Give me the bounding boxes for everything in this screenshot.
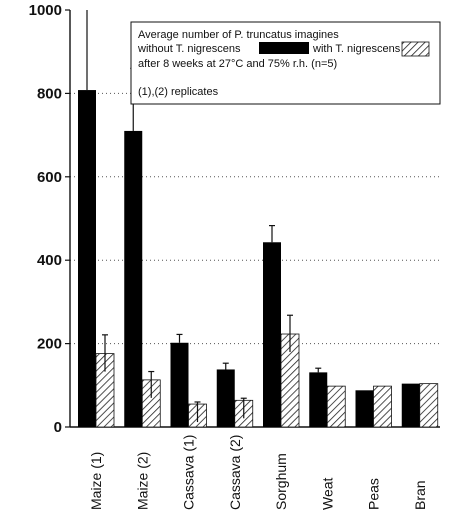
category-label-2: Cassava (1) [181,435,197,510]
y-tick-label-0: 0 [54,419,62,436]
legend: Average number of P. truncatus imagines … [130,21,441,105]
bar-without-2 [170,342,189,427]
legend-without-label: without T. nigrescens [137,43,241,55]
category-label-6: Peas [366,478,382,510]
y-tick-label-200: 200 [37,336,62,353]
bar-with-7 [419,383,439,428]
bar-without-7 [401,383,420,427]
y-tick-label-1000: 1000 [29,2,62,19]
legend-box [130,21,441,105]
legend-swatch-without [259,42,309,54]
legend-line-1: Average number of P. truncatus imagines [138,29,339,41]
y-tick-label-800: 800 [37,85,62,102]
category-label-4: Sorghum [273,453,289,510]
bar-without-6 [355,390,374,427]
bar-without-0 [78,90,96,428]
category-label-0: Maize (1) [88,452,104,510]
bar-with-6 [373,385,392,428]
y-tick-label-600: 600 [37,169,62,186]
legend-swatch-with [401,41,430,57]
bar-without-1 [124,130,143,427]
category-label-7: Bran [412,480,428,510]
legend-with-label: with T. nigrescens [312,43,401,55]
category-label-5: Weat [319,477,335,510]
category-label-3: Cassava (2) [227,435,243,510]
bar-without-4 [263,242,281,427]
bars [78,10,439,428]
category-label-1: Maize (2) [134,452,150,510]
y-tick-label-400: 400 [37,252,62,269]
bar-without-3 [216,369,235,427]
bar-without-5 [309,372,328,427]
labels: 0 200 400 600 800 1000 Maize (1) Maize (2) Cassa… [29,2,428,510]
bar-with-5 [326,385,346,428]
legend-line-3: after 8 weeks at 27°C and 75% r.h. (n=5) [138,58,337,70]
legend-note: (1),(2) replicates [138,86,219,98]
